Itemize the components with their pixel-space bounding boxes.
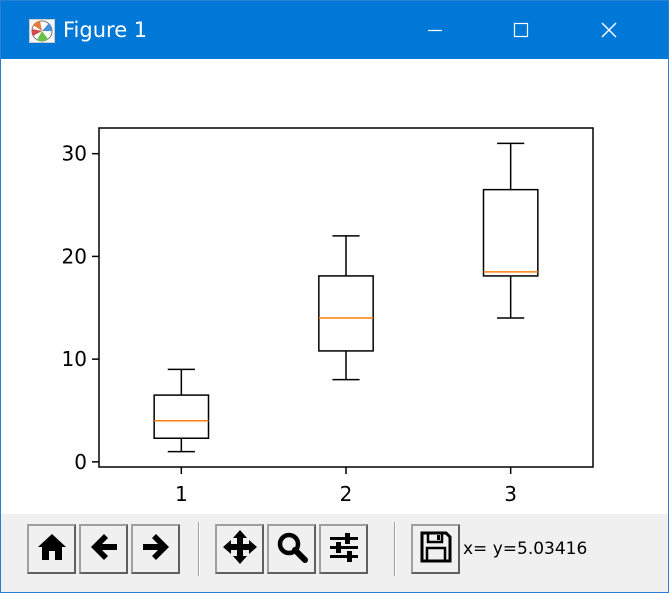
window-title: Figure 1 xyxy=(63,18,148,42)
axes-frame xyxy=(98,127,594,468)
home-button[interactable] xyxy=(27,524,76,574)
magnifier-icon xyxy=(275,530,309,568)
arrow-left-icon xyxy=(87,530,121,568)
box-3 xyxy=(482,142,539,319)
x-axis: 1 2 3 xyxy=(175,467,517,506)
sliders-icon xyxy=(327,530,361,568)
matplotlib-icon xyxy=(29,19,55,43)
save-button[interactable] xyxy=(411,524,460,574)
navigation-toolbar: x= y=5.03416 xyxy=(1,514,668,592)
move-icon xyxy=(222,529,258,569)
y-tick-label: 0 xyxy=(74,450,87,474)
maximize-icon xyxy=(513,22,529,38)
title-bar[interactable]: Figure 1 xyxy=(1,1,668,59)
x-tick-label: 2 xyxy=(340,482,353,506)
x-tick-label: 1 xyxy=(175,482,188,506)
maximize-button[interactable] xyxy=(491,1,551,59)
pan-button[interactable] xyxy=(215,524,264,574)
x-tick-label: 3 xyxy=(504,482,517,506)
close-button[interactable] xyxy=(579,1,639,59)
y-axis: 0 10 20 30 xyxy=(62,142,99,474)
home-icon xyxy=(35,530,69,568)
box-body xyxy=(153,394,210,439)
box-1 xyxy=(153,368,210,453)
minimize-button[interactable] xyxy=(405,1,465,59)
floppy-disk-icon xyxy=(419,530,453,568)
box-body xyxy=(482,188,539,277)
back-button[interactable] xyxy=(79,524,128,574)
coordinate-readout: x= y=5.03416 xyxy=(463,539,588,559)
plot-canvas[interactable]: 0 10 20 30 1 2 3 xyxy=(1,59,668,514)
arrow-right-icon xyxy=(139,530,173,568)
forward-button[interactable] xyxy=(131,524,180,574)
zoom-button[interactable] xyxy=(267,524,316,574)
minimize-icon xyxy=(427,22,443,38)
close-icon xyxy=(600,21,618,39)
y-tick-label: 10 xyxy=(62,347,87,371)
toolbar-separator xyxy=(394,522,396,576)
box-body xyxy=(318,275,374,352)
y-tick-label: 20 xyxy=(62,244,87,268)
box-2 xyxy=(318,235,374,381)
toolbar-separator xyxy=(198,522,200,576)
y-tick-label: 30 xyxy=(62,142,87,166)
boxes-group xyxy=(153,142,539,453)
boxplot-chart: 0 10 20 30 1 2 3 xyxy=(62,127,594,506)
configure-subplots-button[interactable] xyxy=(319,524,368,574)
